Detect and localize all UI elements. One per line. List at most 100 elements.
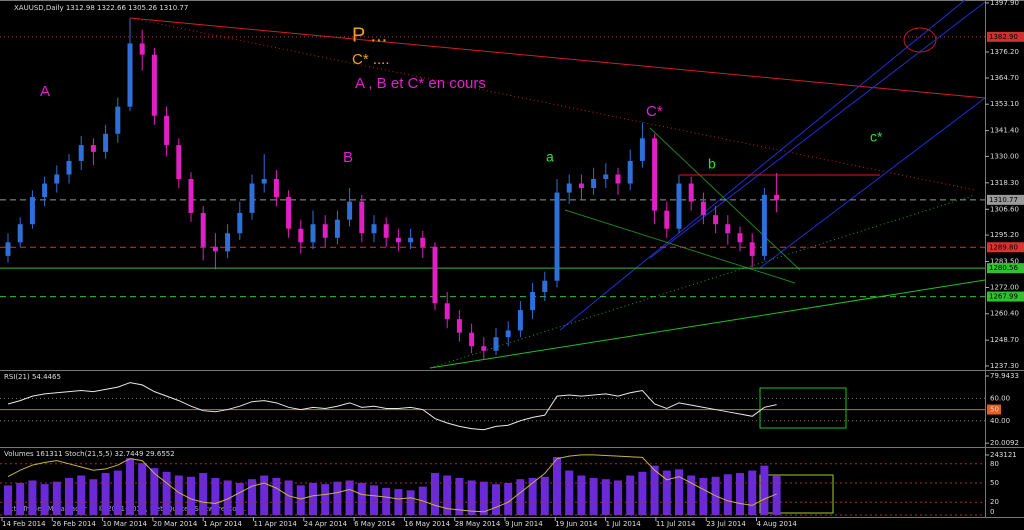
volume-bar xyxy=(443,475,452,515)
y-tick-label: 1397.90 xyxy=(990,0,1019,7)
level-label: 1267.99 xyxy=(989,293,1018,301)
volume-bar xyxy=(199,473,208,515)
volume-bar xyxy=(248,479,256,515)
candle-body xyxy=(749,242,755,256)
volume-bar xyxy=(638,471,647,515)
volume-bar xyxy=(565,470,574,515)
stoch-line xyxy=(7,454,777,513)
volume-bar xyxy=(723,474,732,515)
candle-body xyxy=(530,292,536,311)
y-tick-label: 1295.20 xyxy=(990,231,1019,239)
annotation: C* .... xyxy=(352,51,390,68)
volume-tick-label: 243121 xyxy=(990,451,1017,459)
rsi-title: RSI(21) 54.4465 xyxy=(4,373,61,381)
volume-bar xyxy=(687,475,696,515)
candle-body xyxy=(408,237,414,243)
candle-body xyxy=(639,138,645,161)
footer: ActivTrades MetaTrader 4, © 2001-2014, M… xyxy=(5,505,246,513)
candle-body xyxy=(54,174,60,184)
candle-body xyxy=(774,194,780,200)
volume-bar xyxy=(760,465,769,515)
volume-bar xyxy=(235,482,244,515)
volume-bar xyxy=(504,482,513,515)
volume-bar xyxy=(467,480,476,515)
volume-title: Volumes 161311 Stoch(21,5,5) 32.7449 29.… xyxy=(4,450,175,458)
volume-bar xyxy=(382,487,391,515)
y-tick-label: 1318.30 xyxy=(990,179,1019,187)
candle-body xyxy=(432,246,438,304)
x-tick-label: 4 Aug 2014 xyxy=(757,520,798,528)
volume-bar xyxy=(52,481,61,515)
volume-bar xyxy=(333,481,342,515)
x-tick-label: 10 Mar 2014 xyxy=(103,520,148,528)
candle-body xyxy=(17,224,23,243)
y-tick-label: 1364.70 xyxy=(990,74,1019,82)
candle-body xyxy=(29,197,35,225)
rsi-tick-label: 20.0092 xyxy=(990,439,1019,447)
volume-bar xyxy=(187,476,195,515)
volume-bar xyxy=(321,484,330,515)
volume-bar xyxy=(211,477,220,515)
annotation: A , B et C* en cours xyxy=(355,75,486,92)
stoch-tick-label: 20 xyxy=(990,498,999,506)
volume-bar xyxy=(174,475,183,515)
volume-bar xyxy=(345,480,354,515)
volume-bar xyxy=(77,475,86,515)
x-tick-label: 1 Jul 2014 xyxy=(606,520,642,528)
volume-bar xyxy=(528,477,537,515)
annotation: b xyxy=(708,156,716,172)
candle-body xyxy=(359,201,365,234)
candle-body xyxy=(42,183,48,198)
candle-body xyxy=(334,219,340,238)
candle-body xyxy=(188,179,194,213)
volume-bar xyxy=(101,473,110,515)
candle-body xyxy=(676,183,682,229)
candle-body xyxy=(627,160,633,184)
x-tick-label: 6 May 2014 xyxy=(354,520,396,528)
candle-body xyxy=(664,210,670,229)
annotation: c* xyxy=(870,129,883,145)
volume-bar xyxy=(16,482,25,515)
volume-bar xyxy=(662,470,671,515)
rsi-tick-label: 79.9433 xyxy=(990,372,1019,380)
level-label-box xyxy=(987,291,1024,302)
volume-bar xyxy=(736,473,744,515)
stoch-tick-label: 50 xyxy=(990,479,999,487)
volume-bar xyxy=(126,458,134,515)
volume-bar xyxy=(272,477,281,515)
volume-bar xyxy=(479,481,488,515)
level-label-box xyxy=(987,242,1024,253)
level-label: 1280.56 xyxy=(989,264,1018,272)
y-tick-label: 1306.60 xyxy=(990,205,1019,213)
rsi-box xyxy=(759,387,847,429)
rsi-line xyxy=(7,382,777,431)
candle-body xyxy=(249,183,255,213)
volume-bar xyxy=(553,457,561,515)
annotation: a xyxy=(546,149,554,165)
candle-body xyxy=(176,145,182,180)
candle-body xyxy=(761,194,767,256)
candle-body xyxy=(347,201,353,220)
candle-body xyxy=(164,115,170,146)
level-label-box xyxy=(987,194,1024,205)
volume-bar xyxy=(150,468,159,515)
annotation: C* xyxy=(646,103,663,120)
volume-bar xyxy=(614,480,622,515)
volume-bar xyxy=(309,482,317,515)
candle-body xyxy=(298,228,304,243)
candle-body xyxy=(286,197,292,229)
y-tick-label: 1341.40 xyxy=(990,127,1019,135)
candle-body xyxy=(78,145,84,161)
volume-bar xyxy=(516,479,525,515)
y-tick-label: 1272.00 xyxy=(990,284,1019,292)
candle-body xyxy=(737,233,743,243)
trendlines xyxy=(129,0,986,369)
candle-body xyxy=(151,54,157,116)
annotation: P ... xyxy=(352,24,387,46)
candle-body xyxy=(261,179,267,184)
level-label-box xyxy=(987,263,1024,274)
annotation: B xyxy=(343,149,353,166)
x-tick-label: 26 Feb 2014 xyxy=(52,520,96,528)
rsi-tick-label: 40.00 xyxy=(990,417,1010,425)
